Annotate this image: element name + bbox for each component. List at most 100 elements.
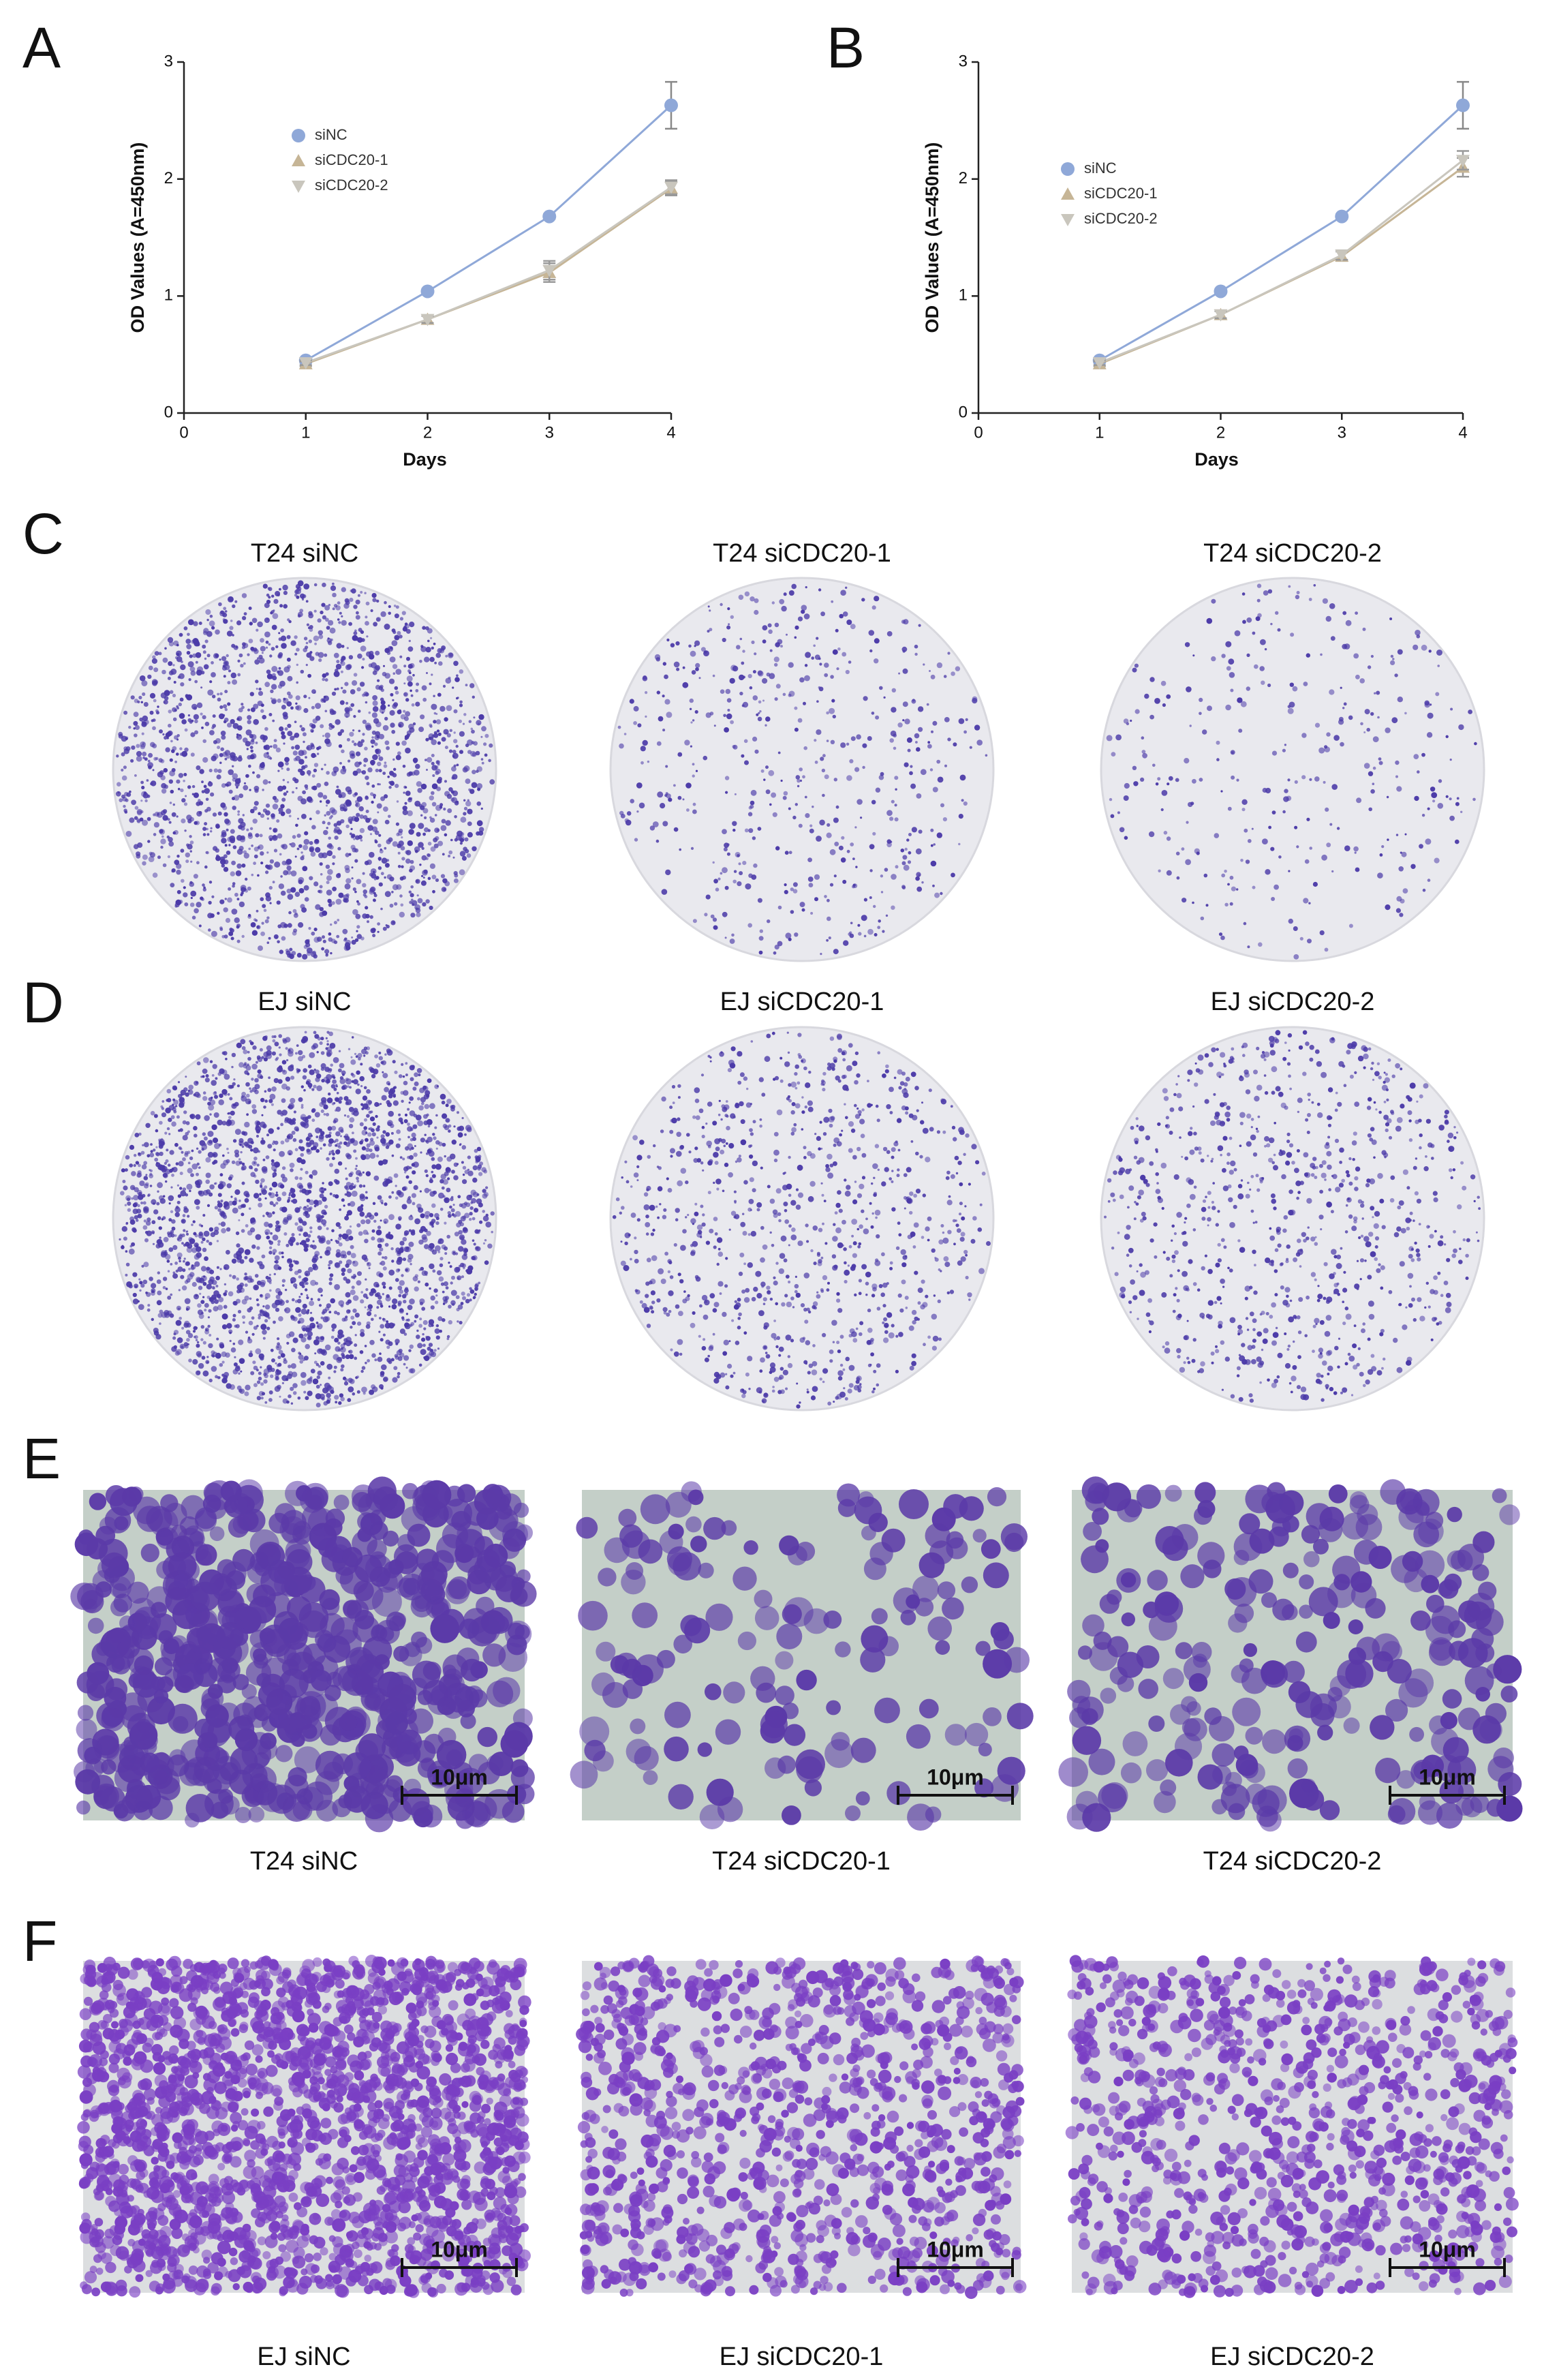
stain-dot [256, 774, 261, 778]
stain-dot [289, 947, 293, 951]
stain-dot [228, 887, 232, 891]
stain-dot [739, 691, 743, 696]
stain-dot [216, 774, 221, 780]
stain-dot [255, 742, 258, 744]
stain-dot [798, 823, 803, 828]
stain-dot [1155, 782, 1159, 786]
stain-dot [419, 1317, 422, 1321]
stain-dot [425, 1174, 429, 1178]
stain-dot [347, 664, 352, 669]
stain-dot [418, 727, 424, 733]
stain-dot [399, 617, 404, 621]
stain-dot [136, 750, 142, 757]
stain-dot [308, 797, 313, 804]
stain-dot [232, 604, 236, 609]
stain-dot [401, 836, 403, 839]
stain-dot [287, 723, 292, 729]
stain-dot [478, 714, 484, 720]
stain-dot [1296, 591, 1300, 594]
stain-dot [161, 1107, 165, 1110]
stain-dot [258, 687, 262, 691]
stain-dot [722, 867, 728, 874]
stain-dot [365, 724, 372, 731]
stain-dot [201, 780, 204, 784]
stain-dot [408, 1180, 412, 1185]
stain-dot [141, 785, 145, 790]
stain-dot [1336, 827, 1340, 830]
stain-dot [1226, 666, 1231, 671]
stain-dot [682, 666, 685, 669]
stain-dot [386, 1100, 390, 1105]
stain-dot [456, 1222, 461, 1228]
stain-dot [288, 1263, 294, 1268]
stain-dot [348, 819, 353, 823]
stain-dot [1289, 682, 1295, 687]
stain-dot [1303, 682, 1308, 686]
stain-dot [230, 1195, 233, 1198]
stain-dot [799, 902, 805, 908]
stain-dot [871, 605, 876, 610]
stain-dot [412, 757, 418, 763]
stain-dot [662, 662, 666, 666]
stain-dot [1303, 898, 1309, 904]
stain-dot [193, 621, 198, 626]
stain-dot [936, 662, 943, 669]
stain-dot [409, 823, 416, 829]
stain-dot [1304, 859, 1310, 864]
stain-dot [440, 1174, 446, 1180]
stain-dot [348, 1236, 354, 1241]
stain-dot [886, 631, 893, 637]
stain-dot [1437, 665, 1440, 667]
stain-dot [174, 656, 179, 660]
stain-dot [376, 599, 380, 603]
stain-dot [1258, 942, 1263, 947]
stain-dot [211, 1294, 217, 1300]
stain-dot [295, 695, 300, 701]
stain-dot [318, 1287, 323, 1294]
stain-dot [322, 1182, 324, 1185]
stain-dot [266, 1235, 271, 1240]
stain-dot [143, 702, 149, 707]
stain-dot [1160, 680, 1167, 686]
stain-dot [444, 1221, 447, 1225]
stain-dot [399, 1156, 403, 1159]
stain-dot [320, 724, 324, 729]
stain-dot [382, 1318, 386, 1322]
stain-dot [829, 883, 834, 887]
stain-dot [348, 655, 354, 660]
stain-dot [1372, 736, 1379, 742]
stain-dot [194, 1234, 198, 1238]
stain-dot [433, 1349, 437, 1352]
stain-dot [179, 747, 183, 750]
stain-dot [174, 709, 177, 712]
stain-dot [298, 1139, 303, 1144]
stain-dot [388, 1110, 394, 1117]
stain-dot [384, 716, 388, 721]
stain-dot [445, 732, 448, 735]
stain-dot [288, 1193, 291, 1197]
stain-dot [234, 892, 238, 897]
stain-dot [381, 1095, 387, 1101]
stain-dot [360, 1291, 364, 1294]
stain-dot [225, 917, 231, 923]
stain-dot [467, 1155, 472, 1159]
stain-dot [472, 1239, 475, 1242]
stain-dot [245, 774, 249, 778]
stain-dot [216, 1266, 219, 1269]
stain-dot [309, 628, 313, 632]
stain-dot [313, 768, 318, 773]
stain-dot [213, 1091, 217, 1095]
stain-dot [209, 620, 215, 627]
stain-dot [850, 842, 854, 846]
stain-dot [341, 1272, 345, 1277]
stain-dot [263, 1379, 268, 1384]
stain-dot [290, 1097, 296, 1104]
stain-dot [1205, 904, 1209, 907]
stain-dot [328, 1153, 331, 1156]
stain-dot [300, 1105, 304, 1109]
stain-dot [271, 1142, 275, 1145]
stain-dot [198, 1362, 204, 1369]
stain-dot [862, 765, 865, 769]
stain-dot [202, 1370, 209, 1377]
